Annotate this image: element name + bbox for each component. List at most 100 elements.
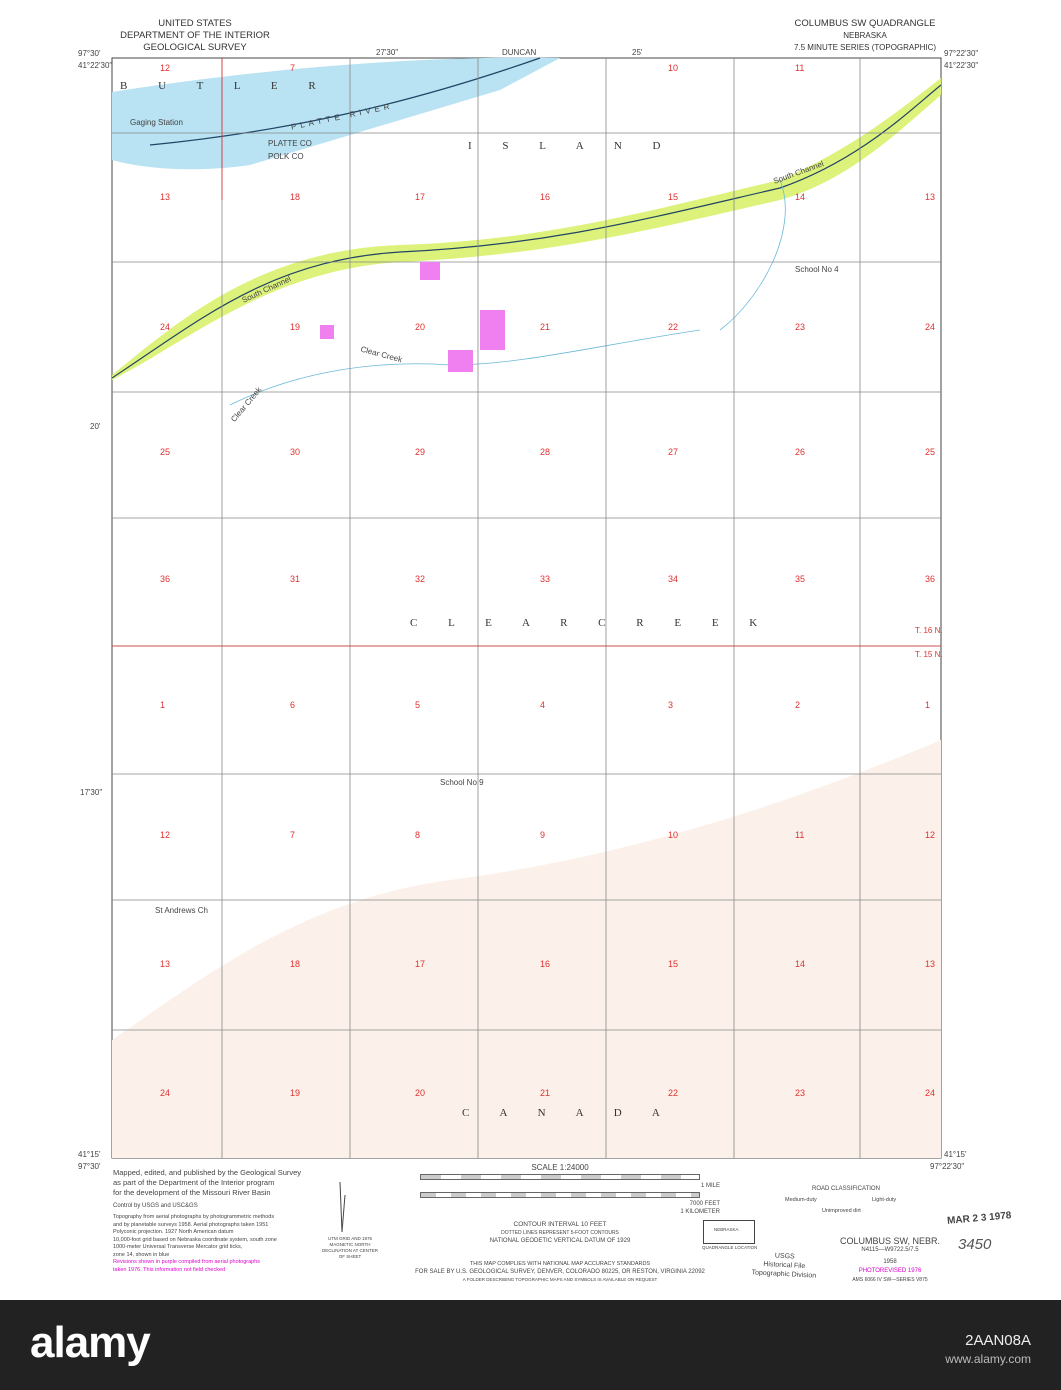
coord: 97°22'30": [944, 49, 979, 58]
place-label: School No 4: [795, 265, 839, 274]
section-number: 13: [160, 959, 170, 969]
section-number: 26: [795, 447, 805, 457]
credit-line: as part of the Department of the Interio…: [113, 1178, 275, 1187]
section-number: 28: [540, 447, 550, 457]
section-number: 24: [925, 1088, 935, 1098]
section-number: 13: [925, 192, 935, 202]
section-number: 31: [290, 574, 300, 584]
revision-note: Revisions shown in purple compiled from …: [113, 1259, 261, 1265]
credit-line: for the development of the Missouri Rive…: [113, 1188, 271, 1197]
section-number: 32: [415, 574, 425, 584]
handwritten-note: 3450: [958, 1236, 992, 1253]
section-number: 6: [290, 700, 295, 710]
edition-year: 1958: [883, 1259, 897, 1265]
south-channel-stream: [111, 84, 942, 379]
section-number: 19: [290, 322, 300, 332]
section-number: 14: [795, 192, 805, 202]
section-number: 21: [540, 322, 550, 332]
section-number: 22: [668, 322, 678, 332]
section-number: 13: [925, 959, 935, 969]
control-note: Control by USGS and USC&GS: [113, 1203, 198, 1209]
section-number: 8: [415, 830, 420, 840]
scale-text: SCALE 1:24000: [531, 1163, 589, 1172]
section-number: 20: [415, 1088, 425, 1098]
declination-note: UTM GRID AND 1976 MAGNETIC NORTH DECLINA…: [321, 1236, 378, 1259]
coord: 97°30': [78, 1162, 101, 1171]
alamy-logo: alamy: [30, 1318, 151, 1367]
section-number: 18: [290, 959, 300, 969]
section-number: 13: [160, 192, 170, 202]
section-number: 16: [540, 959, 550, 969]
note: and by planetable surveys 1958. Aerial p…: [113, 1221, 269, 1228]
note: zone 14, shown in blue: [113, 1251, 170, 1258]
coord: 41°22'30": [78, 61, 113, 70]
image-id: 2AAN08A: [965, 1332, 1031, 1349]
coord: 27'30": [376, 48, 399, 57]
coord: 41°22'30": [944, 61, 979, 70]
sale-note: FOR SALE BY U.S. GEOLOGICAL SURVEY, DENV…: [415, 1269, 705, 1275]
revision-areas: [320, 262, 505, 372]
section-number: 24: [160, 1088, 170, 1098]
section-number: 19: [290, 1088, 300, 1098]
coord: 41°15': [944, 1150, 967, 1159]
coord: 97°22'30": [930, 1162, 965, 1171]
watermark-url: www.alamy.com: [945, 1352, 1031, 1366]
section-number: 25: [160, 447, 170, 457]
place-label: School No 9: [440, 778, 484, 787]
coord: 17'30": [80, 788, 103, 797]
agency-line: UNITED STATES: [158, 18, 232, 29]
county-label: POLK CO: [268, 152, 304, 161]
section-number: 11: [795, 830, 804, 840]
watermark-bar: alamy 2AAN08A www.alamy.com: [0, 1300, 1061, 1390]
section-number: 24: [160, 322, 170, 332]
section-number: 7: [290, 830, 295, 840]
note: 10,000-foot grid based on Nebraska coord…: [113, 1236, 277, 1243]
section-number: 17: [415, 192, 425, 202]
section-number: 10: [668, 63, 678, 73]
agency-line: GEOLOGICAL SURVEY: [143, 42, 247, 53]
accuracy-note: THIS MAP COMPLIES WITH NATIONAL MAP ACCU…: [469, 1261, 651, 1267]
county-label: PLATTE CO: [268, 139, 312, 148]
section-number: 7: [290, 63, 295, 73]
note: Polyconic projection. 1927 North America…: [113, 1229, 234, 1235]
section-number: 2: [795, 700, 800, 710]
place-label: I S L A N D: [468, 140, 675, 152]
quad-name: COLUMBUS SW, NEBR.: [840, 1236, 941, 1246]
declination-diagram: [339, 1181, 346, 1233]
road-legend: Unimproved dirt: [822, 1208, 861, 1214]
locator-map: NEBRASKA: [703, 1220, 755, 1244]
section-number: 3: [668, 700, 673, 710]
section-number: 15: [668, 192, 678, 202]
section-number: 22: [668, 1088, 678, 1098]
ams-code: AMS 6066 IV SW—SERIES V875: [852, 1277, 928, 1283]
quad-code: N4115—W9722.5/7.5: [861, 1247, 919, 1253]
place-label: DUNCAN: [502, 48, 537, 57]
section-number: 1: [925, 700, 930, 710]
section-number: 12: [160, 63, 170, 73]
section-number: 36: [160, 574, 170, 584]
road-legend: Light-duty: [872, 1197, 897, 1203]
coord: 20': [90, 422, 101, 431]
scale-label: 1 MILE: [700, 1183, 720, 1189]
township-label: T. 15 N.: [915, 650, 943, 659]
state: NEBRASKA: [843, 31, 887, 40]
note: Topography from aerial photographs by ph…: [113, 1214, 275, 1220]
place-label: C A N A D A: [462, 1107, 674, 1119]
scale-block: SCALE 1:24000 1 MILE 7000 FEET 1 KILOMET…: [400, 1163, 720, 1245]
section-number: 23: [795, 1088, 805, 1098]
road-legend: Medium-duty: [785, 1197, 817, 1203]
place-label: C L E A R C R E E K: [410, 617, 772, 629]
agency-line: DEPARTMENT OF THE INTERIOR: [120, 30, 270, 41]
section-number: 36: [925, 574, 935, 584]
section-number: 10: [668, 830, 678, 840]
locator-label: QUADRANGLE LOCATION: [702, 1245, 758, 1250]
section-number: 27: [668, 447, 678, 457]
section-number: 11: [795, 63, 804, 73]
township-label: T. 16 N.: [915, 626, 943, 635]
section-number: 9: [540, 830, 545, 840]
river-channel: [149, 57, 541, 146]
section-number: 33: [540, 574, 550, 584]
